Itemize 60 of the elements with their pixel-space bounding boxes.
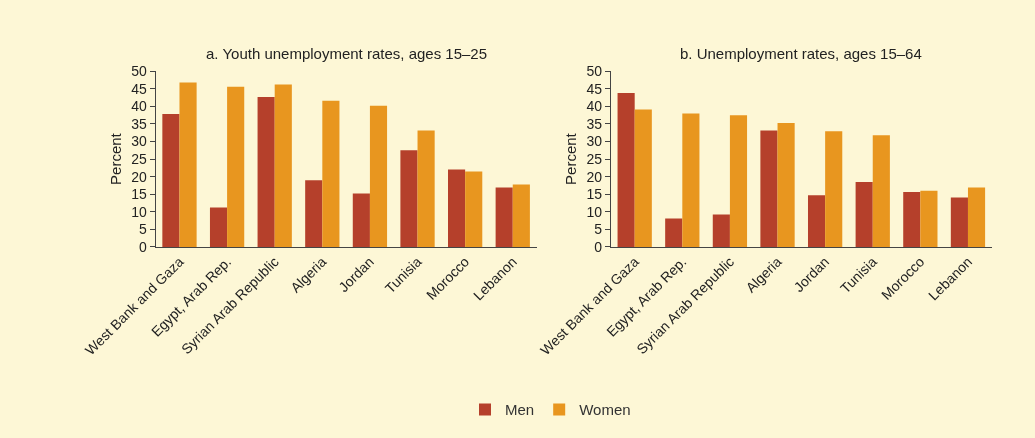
bar [967, 187, 986, 247]
y-tick-label: 0 [594, 238, 603, 255]
bar [617, 93, 635, 247]
bar [920, 190, 938, 247]
bar [903, 192, 921, 247]
y-tick-label: 35 [586, 115, 603, 132]
legend-label: Women [579, 401, 631, 419]
y-tick-label: 20 [586, 168, 603, 185]
y-tick-label: 0 [139, 238, 148, 255]
chart-title: b. Unemployment rates, ages 15–64 [680, 45, 922, 62]
y-tick-label: 30 [131, 133, 148, 150]
y-axis-title: Percent [561, 132, 579, 185]
bar [369, 105, 388, 247]
legend-label: Men [505, 401, 535, 419]
bar [400, 150, 418, 247]
bar [872, 135, 890, 247]
bar [322, 100, 340, 247]
bar [777, 122, 795, 247]
y-tick-label: 45 [131, 80, 148, 97]
y-tick-label: 40 [586, 98, 603, 115]
bar [257, 96, 275, 247]
bar [825, 131, 843, 247]
y-tick-label: 5 [594, 221, 603, 238]
chart-title: a. Youth unemployment rates, ages 15–25 [206, 45, 488, 62]
y-tick-label: 15 [586, 186, 603, 203]
y-tick-label: 25 [586, 150, 603, 167]
y-tick-label: 40 [131, 98, 148, 115]
y-tick-label: 10 [586, 203, 603, 220]
bar [729, 115, 748, 247]
y-tick-label: 30 [586, 133, 603, 150]
y-tick-label: 25 [131, 150, 148, 167]
bar [227, 86, 245, 247]
bar [855, 181, 873, 247]
bar [495, 187, 513, 247]
bar [665, 218, 683, 247]
y-tick-label: 20 [131, 168, 148, 185]
bar [162, 114, 180, 247]
bar [682, 113, 700, 247]
bar [950, 197, 968, 247]
bar [465, 171, 483, 247]
bar [512, 184, 530, 247]
y-tick-label: 15 [131, 186, 148, 203]
y-tick-label: 10 [131, 203, 148, 220]
y-tick-label: 45 [586, 80, 603, 97]
bar [274, 84, 292, 247]
bar [808, 195, 826, 247]
y-tick-label: 35 [131, 115, 148, 132]
bar [179, 82, 197, 247]
bar [305, 180, 323, 247]
y-tick-label: 5 [139, 221, 148, 238]
bar [760, 130, 778, 247]
y-tick-label: 50 [131, 63, 148, 80]
bar [352, 193, 370, 247]
bar [634, 109, 652, 247]
bar [712, 214, 730, 247]
y-axis-title: Percent [106, 132, 124, 185]
bar [209, 207, 228, 247]
bar [448, 169, 466, 247]
bar [417, 130, 435, 247]
y-tick-label: 50 [586, 63, 603, 80]
